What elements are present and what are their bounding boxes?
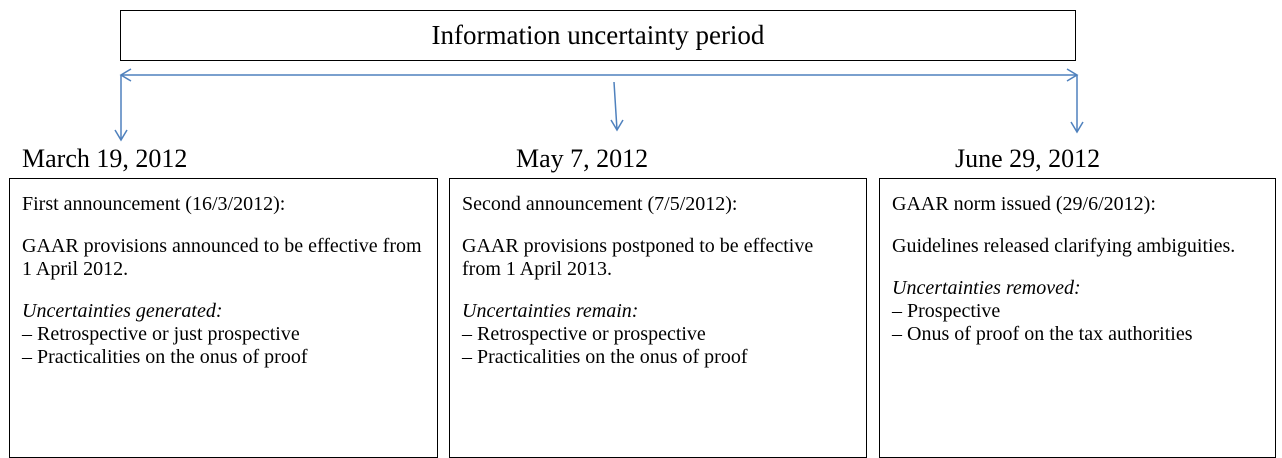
panel-label: Uncertainties removed: [892, 277, 1081, 299]
date: March 19, 2012 [22, 144, 188, 173]
panel-body: Guidelines released clarifying ambiguiti… [892, 235, 1236, 257]
panel-item: – Practicalities on the onus of proof [462, 346, 748, 368]
panel-label: Uncertainties remain: [462, 300, 639, 322]
panel-heading: Second announcement (7/5/2012): [462, 193, 738, 215]
arrow-head [1070, 121, 1084, 134]
panel-item: – Onus of proof on the tax authorities [892, 323, 1193, 345]
page: Information uncertainty period March 19,… [9, 10, 1276, 458]
arrow [613, 81, 618, 131]
panel-item: – Practicalities on the onus of proof [22, 346, 308, 368]
panel-item: – Retrospective or just prospective [22, 323, 300, 345]
panel-body: GAAR provisions postponed to be effectiv… [462, 235, 814, 280]
arrow-head [610, 119, 624, 132]
date: June 29, 2012 [955, 144, 1101, 173]
panel: GAAR norm issued (29/6/2012): Guidelines … [879, 178, 1276, 458]
panel-label: Uncertainties generated: [22, 300, 223, 322]
panel-heading: GAAR norm issued (29/6/2012): [892, 193, 1156, 215]
panel-body: GAAR provisions announced to be effectiv… [22, 235, 422, 280]
panel-item: – Retrospective or prospective [462, 323, 706, 345]
title: Information uncertainty period [120, 10, 1076, 61]
arrows [114, 68, 1084, 142]
panel-item: – Prospective [892, 300, 1001, 322]
panel: Second announcement (7/5/2012): GAAR prov… [449, 178, 867, 458]
panel: First announcement (16/3/2012): GAAR prov… [9, 178, 438, 458]
panel-heading: First announcement (16/3/2012): [22, 193, 286, 215]
date: May 7, 2012 [516, 144, 649, 173]
arrow-head [114, 129, 128, 142]
